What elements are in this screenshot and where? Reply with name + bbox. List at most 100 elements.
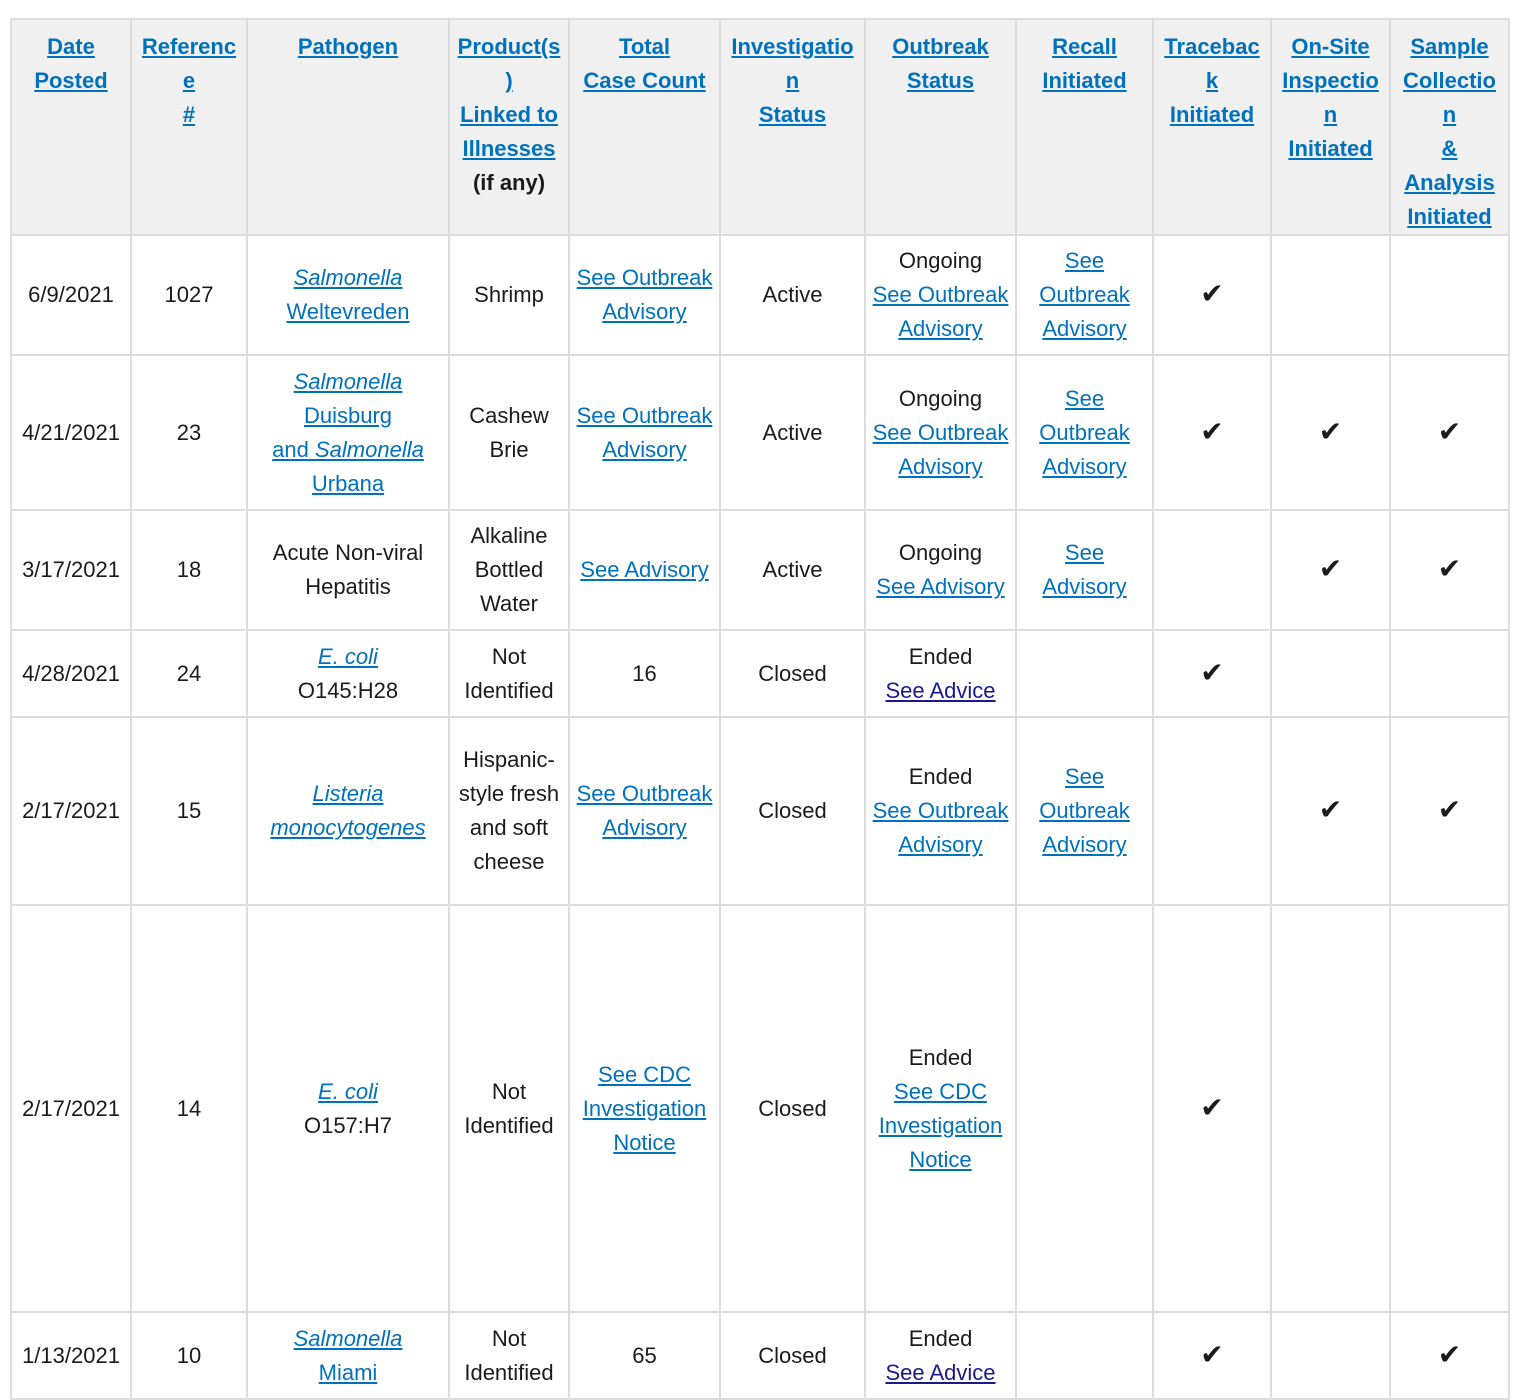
- header-sample-collection-initiated[interactable]: Sample Collection & Analysis Initiated: [1389, 18, 1510, 236]
- outbreak-status-link[interactable]: See Outbreak Advisory: [872, 798, 1009, 857]
- onsite-inspection-initiated: ✔: [1270, 354, 1391, 511]
- onsite-inspection-initiated: ✔: [1270, 509, 1391, 631]
- product: Not Identified: [448, 629, 570, 718]
- header-recall-initiated[interactable]: Recall Initiated: [1015, 18, 1154, 236]
- outbreak-status-link[interactable]: See Advice: [885, 677, 996, 703]
- sample-collection-initiated: ✔: [1389, 354, 1510, 511]
- checkmark-icon: ✔: [1318, 794, 1343, 825]
- product: Not Identified: [448, 1311, 570, 1400]
- product: Shrimp: [448, 234, 570, 356]
- date-posted: 4/28/2021: [10, 629, 132, 718]
- table-row: 2/17/2021 14 E. coli O157:H7 Not Identifi…: [10, 904, 1510, 1313]
- onsite-inspection-initiated: [1270, 904, 1391, 1313]
- onsite-inspection-initiated: ✔: [1270, 716, 1391, 906]
- investigation-status: Active: [719, 509, 866, 631]
- recall-initiated: See Outbreak Advisory: [1015, 716, 1154, 906]
- product: Hispanic-style fresh and soft cheese: [448, 716, 570, 906]
- case-count-link[interactable]: See Outbreak Advisory: [576, 402, 713, 462]
- outbreak-status-text: Ongoing: [898, 540, 983, 565]
- outbreak-status-link[interactable]: See Advisory: [876, 574, 1005, 599]
- recall-initiated: See Outbreak Advisory: [1015, 234, 1154, 356]
- outbreak-status-link[interactable]: See CDC Investigation Notice: [878, 1078, 1003, 1172]
- header-investigation-status[interactable]: Investigation Status: [719, 18, 866, 236]
- investigation-status: Active: [719, 354, 866, 511]
- pathogen: E. coli O157:H7: [246, 904, 450, 1313]
- date-posted: 2/17/2021: [10, 716, 132, 906]
- case-count-link[interactable]: See Outbreak Advisory: [576, 781, 713, 840]
- checkmark-icon: ✔: [1200, 415, 1224, 447]
- date-posted: 1/13/2021: [10, 1311, 132, 1400]
- header-total-case-count[interactable]: Total Case Count: [568, 18, 721, 236]
- outbreak-status-text: Ended: [908, 764, 973, 789]
- pathogen-strain: O145:H28: [297, 677, 399, 703]
- case-count-link[interactable]: See CDC Investigation Notice: [582, 1061, 707, 1155]
- header-products-note: (if any): [472, 170, 546, 195]
- total-case-count: See Outbreak Advisory: [568, 354, 721, 511]
- outbreak-status-link[interactable]: See Advice: [885, 1359, 996, 1385]
- recall-link[interactable]: See Outbreak Advisory: [1039, 248, 1130, 341]
- pathogen-link[interactable]: E. coli: [318, 643, 378, 669]
- traceback-initiated: ✔: [1152, 1311, 1272, 1400]
- recall-link[interactable]: See Outbreak Advisory: [1039, 764, 1130, 857]
- pathogen-link[interactable]: E. coli: [318, 1078, 378, 1104]
- pathogen-link[interactable]: Salmonella Duisburg and Salmonella Urbana: [272, 368, 424, 496]
- outbreak-status-link[interactable]: See Outbreak Advisory: [872, 419, 1009, 479]
- date-posted: 2/17/2021: [10, 904, 132, 1313]
- header-products[interactable]: Product(s) Linked to Illnesses (if any): [448, 18, 570, 236]
- traceback-initiated: ✔: [1152, 904, 1272, 1313]
- recall-initiated: [1015, 629, 1154, 718]
- traceback-initiated: [1152, 509, 1272, 631]
- recall-link[interactable]: See Advisory: [1042, 540, 1127, 599]
- traceback-initiated: ✔: [1152, 629, 1272, 718]
- pathogen-link[interactable]: Salmonella Weltevreden: [286, 265, 410, 324]
- checkmark-icon: ✔: [1200, 278, 1224, 309]
- recall-initiated: [1015, 1311, 1154, 1400]
- reference-number: 10: [130, 1311, 248, 1400]
- header-traceback-initiated[interactable]: Traceback Initiated: [1152, 18, 1272, 236]
- case-count-link[interactable]: See Outbreak Advisory: [576, 265, 713, 324]
- outbreak-status-text: Ongoing: [898, 248, 983, 273]
- pathogen: Salmonella Duisburg and Salmonella Urbana: [246, 354, 450, 511]
- reference-number: 14: [130, 904, 248, 1313]
- table-row: 4/28/2021 24 E. coli O145:H28 Not Identif…: [10, 629, 1510, 718]
- header-pathogen[interactable]: Pathogen: [246, 18, 450, 236]
- table-row: 3/17/2021 18 Acute Non-viral Hepatitis A…: [10, 509, 1510, 631]
- traceback-initiated: ✔: [1152, 354, 1272, 511]
- date-posted: 4/21/2021: [10, 354, 132, 511]
- outbreak-status-link[interactable]: See Outbreak Advisory: [872, 282, 1009, 341]
- total-case-count: See Outbreak Advisory: [568, 716, 721, 906]
- outbreak-status-text: Ongoing: [898, 385, 983, 411]
- header-row: Date Posted Reference # Pathogen Product(s…: [10, 18, 1510, 236]
- pathogen: E. coli O145:H28: [246, 629, 450, 718]
- pathogen: Salmonella Weltevreden: [246, 234, 450, 356]
- recall-initiated: See Advisory: [1015, 509, 1154, 631]
- checkmark-icon: ✔: [1437, 415, 1462, 447]
- pathogen-link[interactable]: Salmonella Miami: [293, 1325, 403, 1385]
- outbreak-status-text: Ended: [908, 1044, 973, 1070]
- recall-initiated: [1015, 904, 1154, 1313]
- outbreak-status: Ended See Outbreak Advisory: [864, 716, 1017, 906]
- product: Cashew Brie: [448, 354, 570, 511]
- sample-collection-initiated: ✔: [1389, 716, 1510, 906]
- header-reference[interactable]: Reference #: [130, 18, 248, 236]
- outbreak-status-text: Ended: [908, 643, 973, 669]
- pathogen-strain: O157:H7: [303, 1112, 393, 1138]
- recall-link[interactable]: See Outbreak Advisory: [1039, 385, 1130, 479]
- header-date-posted[interactable]: Date Posted: [10, 18, 132, 236]
- reference-number: 18: [130, 509, 248, 631]
- case-count-link[interactable]: See Advisory: [580, 557, 709, 582]
- table-row: 1/13/2021 10 Salmonella Miami Not Identif…: [10, 1311, 1510, 1400]
- header-outbreak-status[interactable]: Outbreak Status: [864, 18, 1017, 236]
- pathogen-link[interactable]: Listeria monocytogenes: [270, 781, 426, 840]
- outbreak-status: Ongoing See Advisory: [864, 509, 1017, 631]
- total-case-count: 16: [568, 629, 721, 718]
- total-case-count: See CDC Investigation Notice: [568, 904, 721, 1313]
- reference-number: 23: [130, 354, 248, 511]
- pathogen: Acute Non-viral Hepatitis: [246, 509, 450, 631]
- investigation-status: Closed: [719, 1311, 866, 1400]
- sample-collection-initiated: ✔: [1389, 1311, 1510, 1400]
- header-onsite-inspection-initiated[interactable]: On-Site Inspection Initiated: [1270, 18, 1391, 236]
- total-case-count: See Advisory: [568, 509, 721, 631]
- table-row: 2/17/2021 15 Listeria monocytogenes Hisp…: [10, 716, 1510, 906]
- total-case-count: See Outbreak Advisory: [568, 234, 721, 356]
